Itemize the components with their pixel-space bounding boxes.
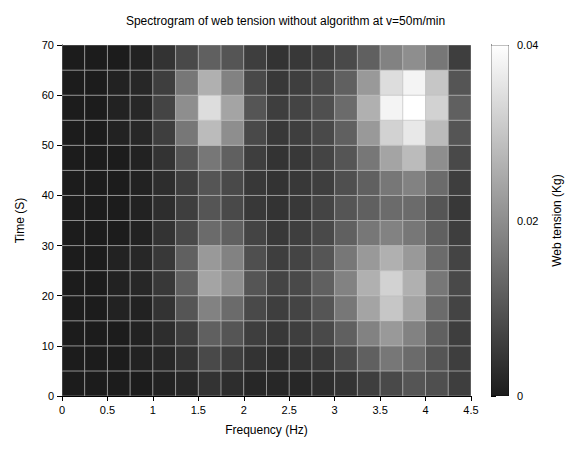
svg-text:4: 4 xyxy=(422,404,428,416)
svg-text:0: 0 xyxy=(517,390,523,402)
svg-text:0: 0 xyxy=(48,390,54,402)
svg-text:2.5: 2.5 xyxy=(282,404,297,416)
svg-text:Time (S): Time (S) xyxy=(13,198,27,244)
svg-text:10: 10 xyxy=(42,340,54,352)
svg-text:20: 20 xyxy=(42,290,54,302)
svg-text:2: 2 xyxy=(241,404,247,416)
svg-text:3.5: 3.5 xyxy=(372,404,387,416)
svg-text:1.5: 1.5 xyxy=(191,404,206,416)
svg-text:0.5: 0.5 xyxy=(100,404,115,416)
svg-text:50: 50 xyxy=(42,139,54,151)
svg-text:0: 0 xyxy=(59,404,65,416)
svg-text:70: 70 xyxy=(42,39,54,51)
svg-text:Web tension (Kg): Web tension (Kg) xyxy=(550,174,564,267)
svg-text:Spectrogram of web tension wit: Spectrogram of web tension without algor… xyxy=(126,14,445,28)
svg-text:1: 1 xyxy=(150,404,156,416)
svg-text:60: 60 xyxy=(42,89,54,101)
svg-text:0.02: 0.02 xyxy=(517,215,538,227)
svg-text:4.5: 4.5 xyxy=(463,404,478,416)
svg-text:30: 30 xyxy=(42,240,54,252)
svg-text:3: 3 xyxy=(332,404,338,416)
svg-text:Frequency (Hz): Frequency (Hz) xyxy=(225,423,308,437)
svg-text:40: 40 xyxy=(42,189,54,201)
svg-text:0.04: 0.04 xyxy=(517,39,538,51)
